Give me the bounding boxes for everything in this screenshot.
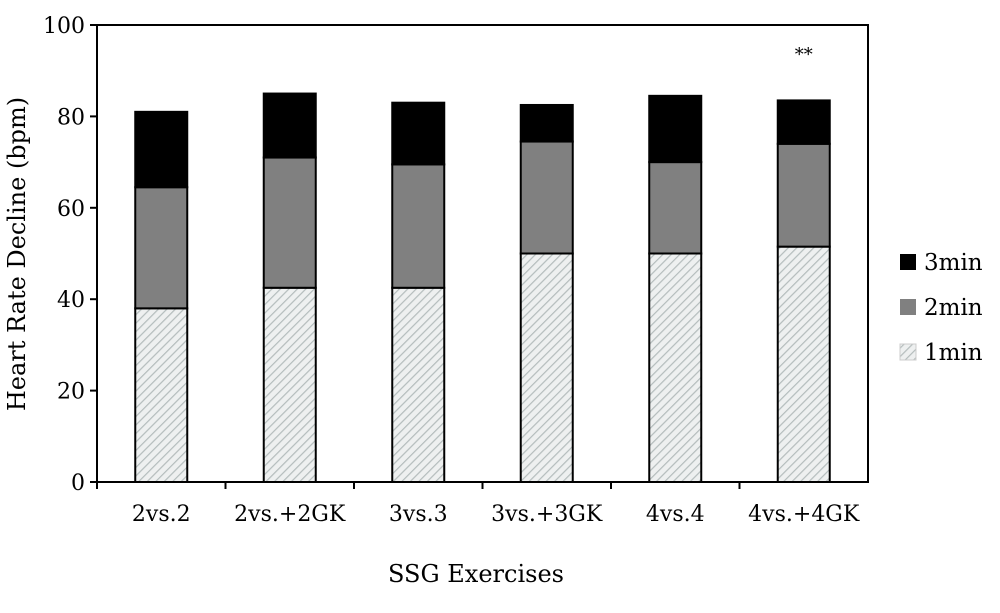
- bar-segment-2min: [262, 156, 317, 289]
- bar-segment-3min: [262, 92, 317, 159]
- x-tick-label: 4vs.+4GK: [748, 502, 860, 527]
- legend-swatch-1min: [899, 343, 917, 361]
- legend-label-2min: 2min: [924, 295, 983, 321]
- y-tick-label: 80: [57, 105, 85, 130]
- bar-segment-3min: [391, 101, 446, 166]
- bar-segment-1min: [391, 286, 446, 483]
- bar-segment-1min: [134, 307, 189, 483]
- x-tick-label: 4vs.4: [646, 502, 705, 527]
- y-tick-label: 0: [71, 471, 85, 496]
- bar-segment-1min: [262, 286, 317, 483]
- bar-segment-3min: [776, 99, 831, 145]
- bar-segment-2min: [776, 142, 831, 248]
- x-tick-label: 2vs.+2GK: [234, 502, 346, 527]
- y-tick-label: 20: [57, 380, 85, 405]
- legend-swatch-3min: [900, 254, 916, 270]
- plot-area-border: [96, 24, 869, 483]
- bar-segment-3min: [519, 103, 574, 143]
- legend-swatch-2min: [900, 299, 916, 315]
- x-axis-title: SSG Exercises: [388, 560, 564, 588]
- bar-segment-3min: [134, 110, 189, 189]
- bar-segment-2min: [648, 161, 703, 255]
- y-tick-label: 60: [57, 197, 85, 222]
- bar-segment-1min: [648, 252, 703, 483]
- x-tick-label: 3vs.+3GK: [491, 502, 603, 527]
- y-tick-label: 40: [57, 288, 85, 313]
- legend-label-1min: 1min: [924, 340, 983, 366]
- x-tick-label: 2vs.2: [132, 502, 191, 527]
- significance-annotation: **: [795, 44, 813, 65]
- bar-segment-3min: [648, 94, 703, 164]
- bar-segment-2min: [391, 163, 446, 289]
- legend-label-3min: 3min: [924, 250, 983, 276]
- legend: 3min 2min 1min: [899, 250, 983, 366]
- bar-segment-2min: [519, 140, 574, 255]
- bar-segment-1min: [519, 252, 574, 483]
- bar-segment-1min: [776, 245, 831, 483]
- y-tick-label: 100: [43, 14, 85, 39]
- y-axis-title: Heart Rate Decline (bpm): [3, 97, 31, 411]
- bar-segment-2min: [134, 186, 189, 310]
- x-tick-label: 3vs.3: [389, 502, 448, 527]
